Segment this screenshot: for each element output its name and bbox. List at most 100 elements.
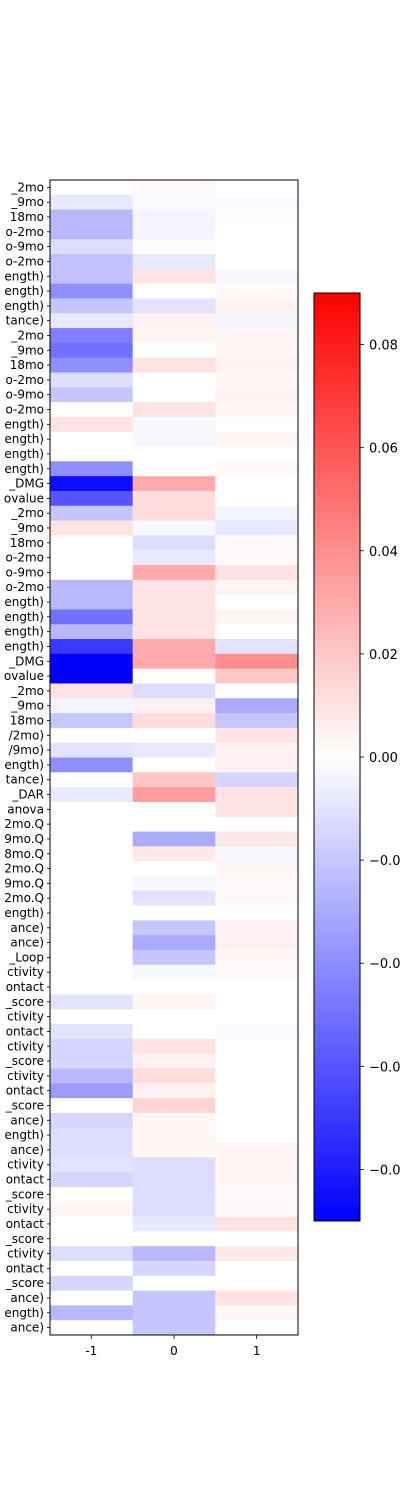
row-label: o-2mo <box>5 373 44 387</box>
row-label: _score <box>5 1098 44 1112</box>
heatmap-cell <box>215 624 299 640</box>
heatmap-cell <box>50 1142 134 1158</box>
row-label: o-9mo <box>5 240 44 254</box>
row-label: _2mo <box>10 180 44 194</box>
heatmap-cell <box>215 653 299 670</box>
row-label: _2mo <box>10 684 44 698</box>
heatmap-cell <box>50 535 134 551</box>
row-label: anova <box>7 802 44 816</box>
heatmap-cell <box>132 298 216 314</box>
row-label: _score <box>5 1054 44 1068</box>
heatmap-cell <box>132 890 216 907</box>
heatmap-cell <box>132 1320 216 1336</box>
heatmap-cell <box>50 1260 134 1277</box>
heatmap-cell <box>132 653 216 670</box>
heatmap-cell <box>132 757 216 773</box>
row-label: tance) <box>6 773 44 787</box>
heatmap-cell <box>132 431 216 448</box>
heatmap-cell <box>50 520 134 536</box>
heatmap-cell <box>215 727 299 744</box>
row-label: 8mo.Q <box>4 847 44 861</box>
heatmap-cell <box>132 1038 216 1055</box>
row-label: ctivity <box>7 1069 44 1083</box>
heatmap-cell <box>132 1009 216 1025</box>
heatmap-cell <box>215 1098 299 1114</box>
heatmap-cell <box>50 624 134 640</box>
heatmap-cell <box>50 1186 134 1203</box>
heatmap-cell <box>215 1246 299 1262</box>
heatmap-cell <box>132 639 216 655</box>
heatmap-cell <box>215 239 299 255</box>
heatmap-cell <box>132 1157 216 1173</box>
heatmap-cell <box>50 1320 134 1336</box>
heatmap-cell <box>132 698 216 714</box>
heatmap-cell <box>50 1201 134 1218</box>
heatmap-cell <box>50 890 134 907</box>
heatmap-cell <box>215 372 299 388</box>
heatmap-cell <box>132 846 216 862</box>
row-label: ontact <box>6 1084 45 1098</box>
heatmap-cell <box>215 1112 299 1129</box>
heatmap-cell <box>215 565 299 581</box>
colorbar-tick-label: −0.0 <box>369 1060 400 1075</box>
heatmap-cell <box>132 283 216 299</box>
row-labels: _2mo_9mo18moo-2moo-9moo-2moength)ength)e… <box>4 180 50 1335</box>
heatmap-cell <box>132 446 216 462</box>
heatmap-cell <box>132 1216 216 1232</box>
row-label: /9mo) <box>9 743 44 757</box>
heatmap-cell <box>50 476 134 492</box>
heatmap-cell <box>215 298 299 314</box>
heatmap-cell <box>215 1320 299 1336</box>
heatmap-cell <box>132 979 216 995</box>
heatmap-cell <box>132 1127 216 1143</box>
row-label: o-9mo <box>5 565 44 579</box>
heatmap-cell <box>132 1068 216 1084</box>
heatmap-cell <box>50 254 134 270</box>
heatmap-cell <box>215 698 299 714</box>
heatmap-cell <box>215 387 299 403</box>
heatmap-cell <box>50 994 134 1010</box>
row-label: ctivity <box>7 1158 44 1172</box>
heatmap-cell <box>132 1290 216 1306</box>
row-label: ength) <box>4 269 44 283</box>
heatmap-cell <box>215 535 299 551</box>
heatmap-cell <box>50 1009 134 1025</box>
row-label: ance) <box>10 936 44 950</box>
heatmap-cell <box>50 935 134 951</box>
heatmap-cell <box>215 979 299 995</box>
heatmap-cell <box>50 1083 134 1099</box>
row-label: ctivity <box>7 1039 44 1053</box>
heatmap-cell <box>132 1246 216 1262</box>
heatmap-cell <box>215 950 299 966</box>
heatmap-cell <box>132 668 216 684</box>
heatmap-cell <box>215 1186 299 1203</box>
heatmap-cell <box>50 194 134 211</box>
row-label: ctivity <box>7 1247 44 1261</box>
heatmap-cell <box>50 1053 134 1069</box>
row-label: ontact <box>6 980 45 994</box>
row-label: ance) <box>10 921 44 935</box>
heatmap-cell <box>215 1216 299 1232</box>
heatmap-cell <box>50 357 134 373</box>
row-label: ontact <box>6 1217 45 1231</box>
heatmap-cell <box>132 565 216 581</box>
heatmap-cell <box>50 268 134 285</box>
column-labels: -1 0 1 <box>85 1335 260 1358</box>
heatmap-cell <box>132 476 216 492</box>
row-label: _score <box>5 1187 44 1201</box>
heatmap-cell <box>132 328 216 344</box>
heatmap-cell <box>215 905 299 921</box>
row-label: ctivity <box>7 1010 44 1024</box>
heatmap-cell <box>215 194 299 211</box>
heatmap-cell <box>132 1098 216 1114</box>
row-label: ength) <box>4 299 44 313</box>
heatmap-cell <box>215 1201 299 1218</box>
row-label: ctivity <box>7 965 44 979</box>
heatmap-cell <box>132 683 216 699</box>
row-label: ontact <box>6 1261 45 1275</box>
heatmap-cell <box>132 520 216 536</box>
heatmap-cell <box>215 861 299 877</box>
row-label: ance) <box>10 1321 44 1335</box>
row-label: 9mo.Q <box>4 876 44 890</box>
